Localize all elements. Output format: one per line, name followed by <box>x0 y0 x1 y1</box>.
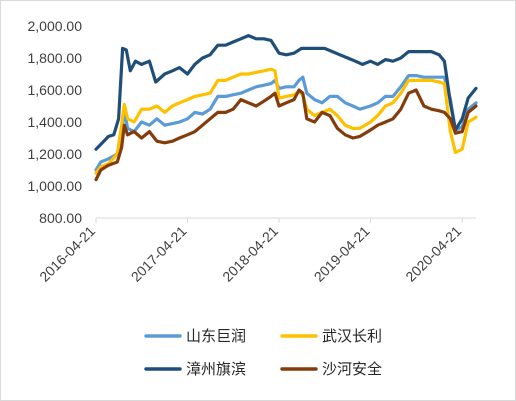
y-tick-label: 1,400.00 <box>28 114 83 130</box>
series-line-1 <box>94 73 478 172</box>
y-tick-label: 1,000.00 <box>28 178 83 194</box>
legend-item: 山东巨润 <box>144 327 246 345</box>
series-line-4 <box>94 88 478 182</box>
x-tick-label: 2017-04-21 <box>128 223 190 285</box>
legend-label: 武汉长利 <box>322 327 382 345</box>
x-tick-label: 2018-04-21 <box>219 223 281 285</box>
series-layer <box>94 33 478 182</box>
y-tick-label: 1,600.00 <box>28 82 83 98</box>
legend-item: 武汉长利 <box>280 327 382 345</box>
legend-label: 漳州旗滨 <box>186 360 246 378</box>
y-tick-label: 2,000.00 <box>28 18 83 34</box>
legend-label: 沙河安全 <box>322 360 382 378</box>
legend-item: 漳州旗滨 <box>144 360 246 378</box>
x-tick-label: 2019-04-21 <box>311 223 373 285</box>
x-tick-label: 2016-04-21 <box>36 223 98 285</box>
y-tick-label: 800.00 <box>39 210 82 226</box>
y-tick-label: 1,200.00 <box>28 146 83 162</box>
legend-item: 沙河安全 <box>280 360 382 378</box>
y-axis: 800.00 1,000.00 1,200.00 1,400.00 1,600.00 1,… <box>28 18 83 226</box>
legend-label: 山东巨润 <box>186 327 246 345</box>
x-axis: 2016-04-21 2017-04-21 2018-04-21 2019-04-21… <box>36 217 476 285</box>
series-line-3 <box>94 33 478 151</box>
x-tick-label: 2020-04-21 <box>402 223 464 285</box>
series-line-2 <box>94 67 478 175</box>
y-tick-label: 1,800.00 <box>28 50 83 66</box>
